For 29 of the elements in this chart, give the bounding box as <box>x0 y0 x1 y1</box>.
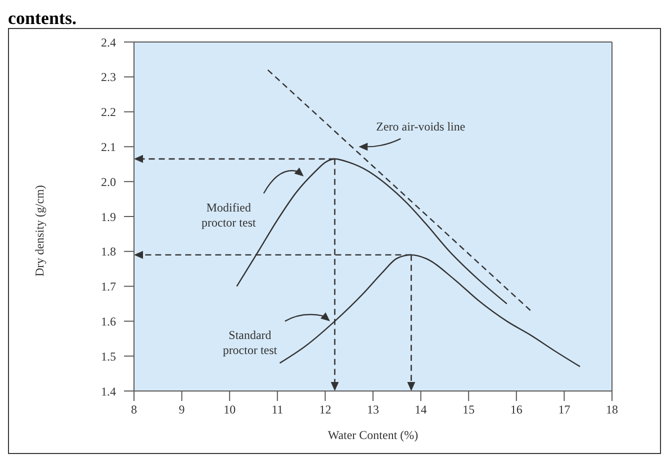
x-tick-label: 16 <box>510 402 522 417</box>
line-series <box>279 254 581 368</box>
x-tick-label: 9 <box>178 402 185 417</box>
y-tick-label: 1.5 <box>101 349 116 364</box>
x-tick-label: 8 <box>131 402 137 417</box>
y-tick-label: 2.2 <box>101 105 116 120</box>
y-tick-label: 2.3 <box>101 70 116 84</box>
x-tick-label: 17 <box>558 402 570 417</box>
annotation: Modified proctor test <box>202 200 257 230</box>
y-tick-label: 1.8 <box>101 244 116 259</box>
x-tick-label: 13 <box>367 402 379 417</box>
y-axis-title: Dry density (g/cm) <box>32 185 46 276</box>
y-tick-label: 1.4 <box>101 384 116 398</box>
y-tick-label: 1.6 <box>101 314 116 328</box>
x-tick-label: 15 <box>462 402 475 417</box>
y-tick-label: 2.4 <box>101 35 116 50</box>
x-tick-label: 10 <box>224 402 236 417</box>
x-tick-label: 18 <box>606 402 618 417</box>
x-axis-title: Water Content (%) <box>328 428 418 442</box>
x-tick-label: 14 <box>414 402 427 417</box>
y-tick-label: 1.9 <box>101 210 116 224</box>
y-tick-label: 2.0 <box>101 174 116 189</box>
annotation: Standard proctor test <box>222 328 278 358</box>
x-tick-label: 11 <box>272 402 284 417</box>
y-tick-label: 2.1 <box>101 140 116 154</box>
y-tick-label: 1.7 <box>101 280 116 294</box>
x-tick-label: 12 <box>319 402 332 417</box>
text: contents. <box>8 8 78 28</box>
annotation: Zero air-voids line <box>376 120 466 134</box>
